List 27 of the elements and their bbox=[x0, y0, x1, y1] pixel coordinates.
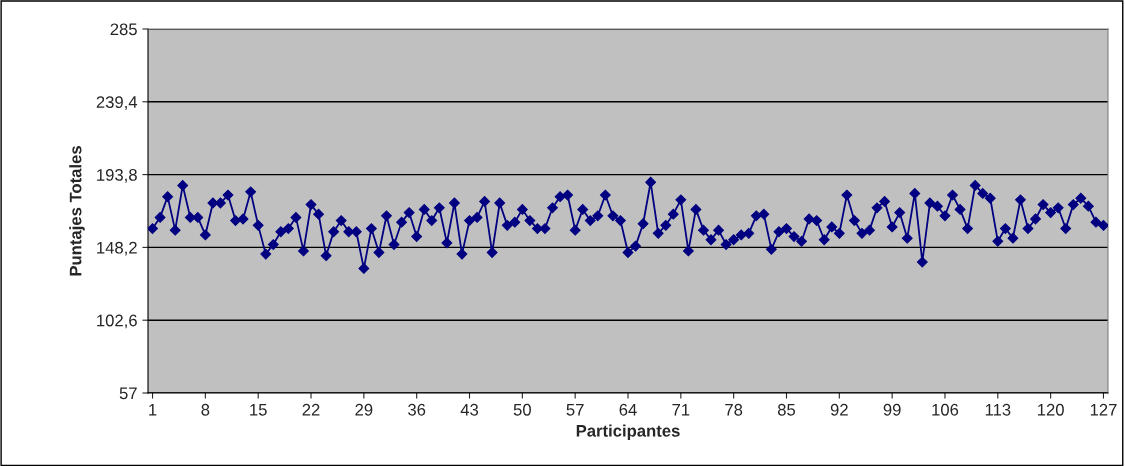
x-tick-label: 57 bbox=[566, 404, 584, 416]
y-axis-title: Puntajes Totales bbox=[69, 146, 85, 276]
x-tick-label: 92 bbox=[830, 403, 848, 416]
x-tick-label: 50 bbox=[513, 403, 531, 416]
x-tick-label: 15 bbox=[250, 404, 267, 416]
x-tick-label: 85 bbox=[777, 403, 796, 416]
y-tick-label: 193,8 bbox=[97, 169, 137, 183]
y-tick-label: 148,2 bbox=[97, 241, 137, 256]
x-tick-label: 22 bbox=[302, 403, 320, 416]
x-tick-label: 78 bbox=[725, 403, 743, 416]
y-tick-label: 57 bbox=[119, 387, 137, 400]
x-tick-label: 64 bbox=[619, 403, 637, 416]
y-tick-label: 102,6 bbox=[97, 314, 137, 329]
y-tick-label: 239,4 bbox=[96, 96, 138, 110]
x-tick-label: 43 bbox=[460, 403, 479, 416]
x-tick-label: 71 bbox=[672, 404, 690, 416]
x-tick-label: 120 bbox=[1038, 403, 1064, 416]
x-axis-title: Participantes bbox=[576, 424, 680, 441]
x-tick-label: 113 bbox=[985, 403, 1011, 416]
x-tick-label: 106 bbox=[932, 403, 959, 416]
x-tick-label: 99 bbox=[883, 403, 901, 416]
x-tick-label: 29 bbox=[355, 403, 373, 416]
y-tick-label: 285 bbox=[110, 23, 137, 36]
x-tick-label: 127 bbox=[1090, 403, 1117, 416]
x-tick-label: 1 bbox=[149, 404, 157, 416]
x-tick-label: 36 bbox=[408, 403, 426, 416]
x-tick-label: 8 bbox=[201, 403, 210, 416]
